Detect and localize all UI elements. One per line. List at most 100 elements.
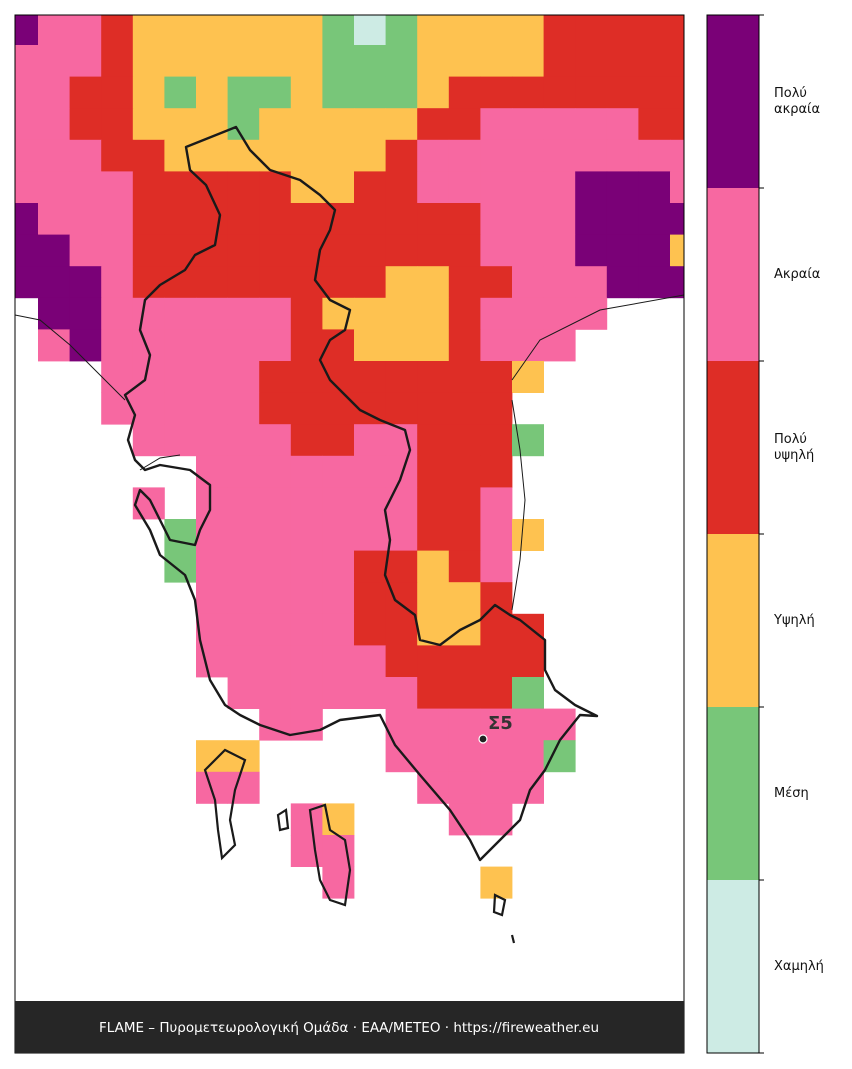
grid-cell [512, 708, 544, 741]
grid-cell [38, 329, 70, 362]
grid-cell [290, 582, 323, 615]
grid-cell [290, 76, 323, 109]
grid-cell [385, 645, 418, 678]
grid-cell [322, 613, 355, 646]
grid-cell [132, 203, 165, 235]
grid-cell [227, 487, 260, 520]
grid-cell [322, 424, 355, 457]
grid-cell [606, 108, 639, 141]
grid-cell [512, 108, 544, 141]
grid-cell [448, 645, 481, 678]
grid-cell [101, 108, 134, 141]
grid-cell [385, 297, 418, 330]
grid-cell [196, 329, 228, 362]
grid-cell [385, 108, 418, 141]
grid-cell [354, 15, 386, 46]
grid-cell [132, 108, 165, 141]
grid-cell [606, 234, 639, 267]
grid-cell [259, 266, 292, 299]
grid-cell [290, 203, 323, 235]
grid-cell [290, 455, 323, 488]
grid-cell [259, 582, 292, 615]
grid-cell [164, 329, 197, 362]
grid-cell [512, 139, 544, 172]
colorbar-label: Υψηλή [774, 612, 815, 628]
grid-cell [354, 234, 386, 267]
grid-cell [417, 203, 450, 235]
grid-cell [354, 266, 386, 299]
grid-cell [69, 234, 102, 267]
grid-cell [480, 234, 513, 267]
grid-cell [638, 234, 671, 267]
grid-cell [448, 266, 481, 299]
grid-cell [417, 234, 450, 267]
grid-cell [480, 108, 513, 141]
grid-cell [132, 139, 165, 172]
grid-cell [15, 203, 39, 235]
grid-cell [38, 45, 70, 77]
grid-cell [196, 139, 228, 172]
grid-cell [606, 171, 639, 204]
grid-cell [227, 76, 260, 109]
grid-cell [480, 392, 513, 425]
station-label: Σ5 [488, 713, 513, 734]
grid-cell [259, 455, 292, 488]
grid-cell [101, 234, 134, 267]
grid-cell [322, 45, 355, 77]
grid-cell [670, 76, 684, 109]
grid-cell [480, 361, 513, 393]
grid-cell [575, 15, 608, 46]
grid-cell [38, 76, 70, 109]
colorbar-label: Ακραία [774, 266, 821, 282]
grid-cell [15, 171, 39, 204]
grid-cell [164, 45, 197, 77]
grid-cell [480, 455, 513, 488]
grid-cell [15, 139, 39, 172]
grid-cell [385, 361, 418, 393]
grid-cell [38, 108, 70, 141]
grid-cell [132, 266, 165, 299]
grid-cell [290, 613, 323, 646]
grid-cell [132, 234, 165, 267]
grid-cell [196, 45, 228, 77]
grid-cell [417, 15, 450, 46]
grid-cell [385, 550, 418, 583]
colorbar-frame [706, 14, 760, 1054]
grid-cell [227, 171, 260, 204]
grid-cell [417, 550, 450, 583]
grid-cell [480, 645, 513, 678]
grid-cell [290, 487, 323, 520]
grid-cell [196, 108, 228, 141]
grid-cell [227, 582, 260, 615]
grid-cell [164, 519, 197, 551]
grid-cell [227, 455, 260, 488]
grid-cell [354, 582, 386, 615]
grid-cell [512, 266, 544, 299]
colorbar-segment [707, 15, 759, 188]
grid-cell [543, 266, 576, 299]
grid-cell [354, 297, 386, 330]
grid-cell [259, 487, 292, 520]
grid-cell [322, 487, 355, 520]
grid-cell [480, 866, 513, 899]
grid-cell [638, 266, 671, 299]
colorbar-label: Πολύ υψηλή [774, 431, 815, 463]
grid-cell [290, 297, 323, 330]
grid-cell [543, 203, 576, 235]
grid-cell [69, 171, 102, 204]
grid-cell [512, 203, 544, 235]
grid-cell [132, 487, 165, 520]
grid-cell [417, 519, 450, 551]
grid-cell [638, 171, 671, 204]
grid-cell [196, 550, 228, 583]
grid-cell [290, 329, 323, 362]
grid-cell [543, 108, 576, 141]
grid-cell [259, 708, 292, 741]
grid-cell [227, 519, 260, 551]
grid-cell [670, 203, 684, 235]
grid-cell [69, 203, 102, 235]
grid-cell [15, 76, 39, 109]
grid-cell [259, 171, 292, 204]
grid-cell [354, 329, 386, 362]
grid-cell [448, 203, 481, 235]
